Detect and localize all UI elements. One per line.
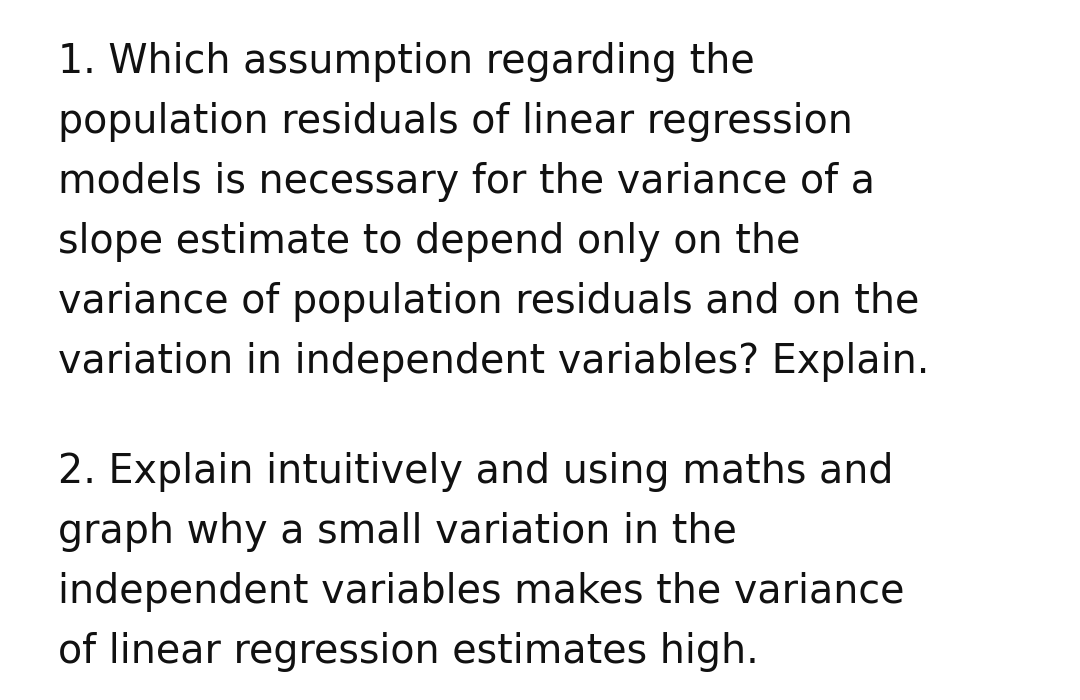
Text: slope estimate to depend only on the: slope estimate to depend only on the xyxy=(58,222,800,262)
Text: graph why a small variation in the: graph why a small variation in the xyxy=(58,512,737,552)
Text: population residuals of linear regression: population residuals of linear regressio… xyxy=(58,102,853,142)
Text: 1. Which assumption regarding the: 1. Which assumption regarding the xyxy=(58,42,755,82)
Text: of linear regression estimates high.: of linear regression estimates high. xyxy=(58,632,759,672)
Text: independent variables makes the variance: independent variables makes the variance xyxy=(58,572,905,612)
Text: variance of population residuals and on the: variance of population residuals and on … xyxy=(58,282,919,322)
Text: variation in independent variables? Explain.: variation in independent variables? Expl… xyxy=(58,342,930,382)
Text: 2. Explain intuitively and using maths and: 2. Explain intuitively and using maths a… xyxy=(58,452,893,492)
Text: models is necessary for the variance of a: models is necessary for the variance of … xyxy=(58,162,875,202)
